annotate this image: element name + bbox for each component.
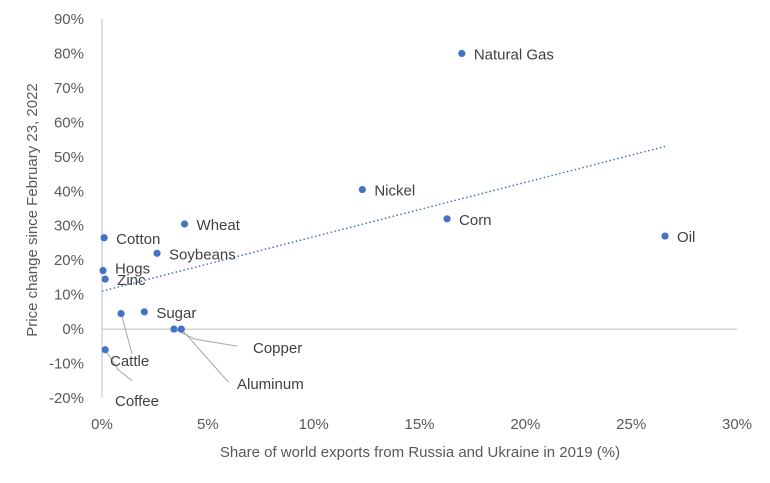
- axes: [101, 19, 737, 398]
- leader-line-coffee: [104, 349, 133, 382]
- point-label-aluminum: Aluminum: [237, 376, 304, 393]
- data-point-corn: [443, 215, 451, 223]
- leader-line-cattle: [120, 313, 133, 354]
- point-label-cattle: Cattle: [110, 353, 149, 370]
- point-label-sugar: Sugar: [156, 305, 196, 322]
- point-label-oil: Oil: [677, 229, 695, 246]
- y-axis-title: Price change since February 23, 2022: [24, 83, 41, 336]
- point-label-soybeans: Soybeans: [169, 246, 236, 263]
- x-tick-label: 5%: [197, 416, 219, 433]
- data-point-wheat: [180, 220, 189, 228]
- x-tick-label: 15%: [404, 416, 434, 433]
- y-tick-label: 30%: [54, 218, 84, 235]
- y-tick-label: 60%: [54, 114, 84, 131]
- trendline-line: [101, 145, 666, 292]
- data-point-cotton: [100, 234, 108, 242]
- data-points: [99, 49, 669, 354]
- data-point-sugar: [140, 308, 148, 316]
- data-point-aluminum: [177, 325, 185, 333]
- point-label-cotton: Cotton: [116, 231, 160, 248]
- y-tick-label: 20%: [54, 252, 84, 269]
- label-leader-lines: [104, 313, 238, 383]
- data-point-coffee: [101, 346, 109, 354]
- data-point-copper: [170, 325, 178, 333]
- data-point-hogs: [99, 266, 107, 275]
- point-label-nickel: Nickel: [374, 183, 415, 200]
- x-tick-label: 25%: [616, 416, 646, 433]
- x-tick-label: 10%: [299, 416, 329, 433]
- y-tick-label: 80%: [54, 45, 84, 62]
- point-label-coffee: Coffee: [115, 393, 159, 410]
- point-label-hogs: Hogs: [115, 261, 150, 278]
- y-tick-label: 40%: [54, 183, 84, 200]
- point-label-natural-gas: Natural Gas: [474, 46, 554, 63]
- y-tick-label: -10%: [49, 356, 84, 373]
- data-point-natural-gas: [458, 49, 466, 58]
- trendline: [101, 145, 666, 292]
- x-tick-label: 0%: [91, 416, 113, 433]
- point-label-zinc: Zinc: [117, 272, 146, 289]
- y-tick-label: 50%: [54, 149, 84, 166]
- x-tick-label: 30%: [722, 416, 752, 433]
- leader-line-aluminum: [181, 328, 229, 383]
- x-axis-ticks: 0% 5% 10% 15% 20% 25% 30%: [91, 416, 752, 433]
- point-label-wheat: Wheat: [197, 217, 241, 234]
- data-point-nickel: [358, 185, 366, 194]
- data-point-soybeans: [153, 249, 161, 257]
- data-point-oil: [661, 232, 669, 240]
- point-labels: Natural Gas Nickel Corn Oil Wheat Cotton Soybe…: [110, 46, 695, 410]
- y-tick-label: 10%: [54, 287, 84, 304]
- y-tick-label: 70%: [54, 80, 84, 97]
- x-axis-title: Share of world exports from Russia and U…: [220, 444, 620, 461]
- y-axis-ticks: -20% -10% 0% 10% 20% 30% 40% 50% 60% 70% 80% 90%: [49, 11, 84, 407]
- data-point-cattle: [117, 309, 125, 318]
- point-label-corn: Corn: [459, 212, 492, 229]
- y-tick-label: 90%: [54, 11, 84, 28]
- point-label-copper: Copper: [253, 340, 302, 357]
- x-tick-label: 20%: [510, 416, 540, 433]
- data-point-zinc: [101, 275, 109, 283]
- y-tick-label: -20%: [49, 390, 84, 407]
- y-tick-label: 0%: [62, 321, 84, 338]
